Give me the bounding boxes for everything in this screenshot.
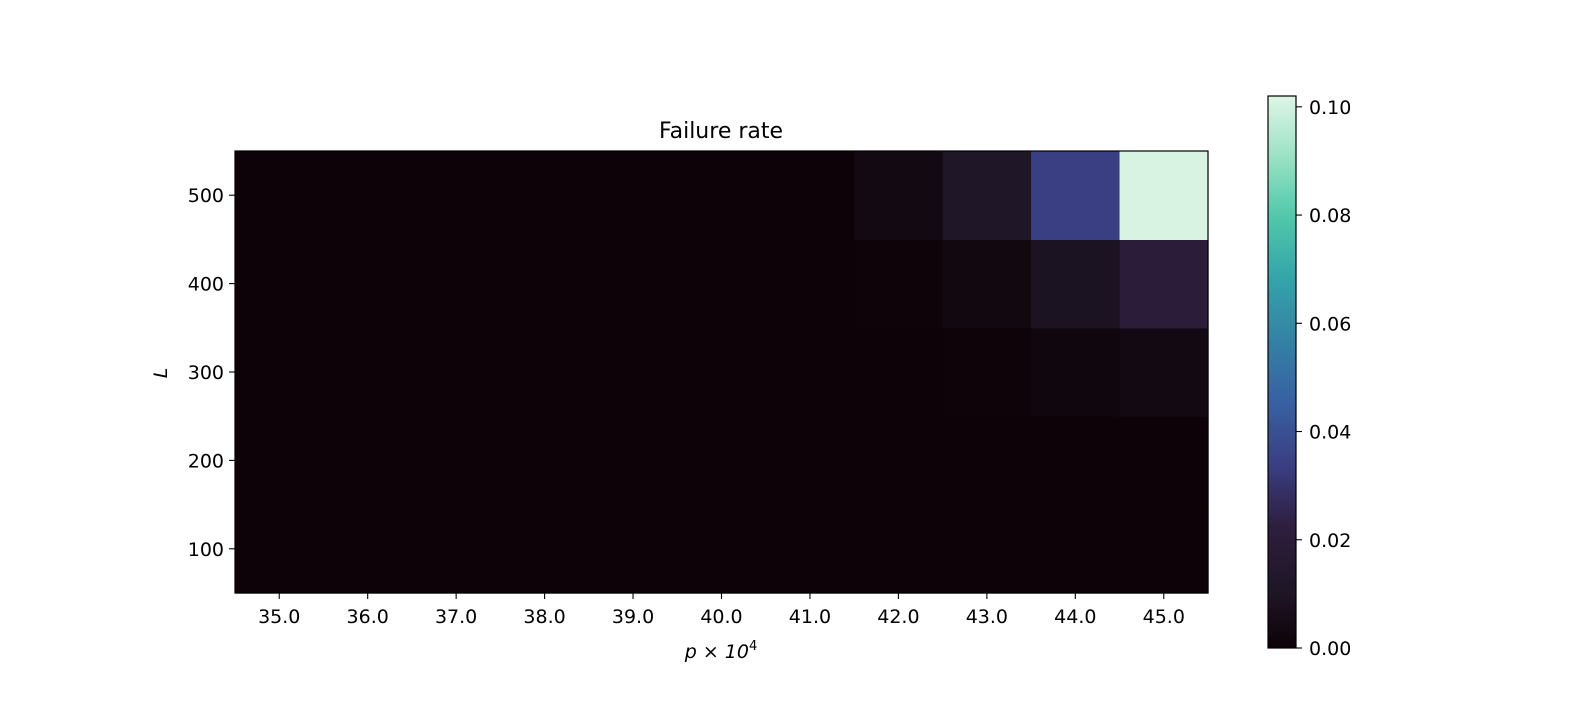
x-tick-label: 35.0	[258, 606, 300, 628]
x-tick-label: 36.0	[347, 606, 389, 628]
heatmap-cell	[942, 504, 1032, 594]
x-axis-ticks: 35.0 36.0 37.0 38.0 39.0 40.0 41.0 42.0 43.0 44.0…	[258, 593, 1185, 628]
chart-title: Failure rate	[659, 119, 783, 144]
heatmap-cell	[411, 504, 501, 594]
x-tick-label: 39.0	[612, 606, 654, 628]
heatmap-cell	[677, 504, 767, 594]
heatmap-cell	[588, 504, 678, 594]
colorbar-tick-label: 0.06	[1309, 313, 1351, 335]
heatmap-cell	[500, 151, 590, 240]
heatmap-cell	[1031, 504, 1121, 594]
heatmap-cells	[235, 151, 1209, 594]
x-tick-label: 43.0	[966, 606, 1008, 628]
heatmap-cell	[1031, 327, 1121, 417]
heatmap-cell	[411, 151, 501, 240]
heatmap-cell	[1119, 504, 1209, 594]
heatmap-cell	[500, 416, 590, 506]
colorbar-tick-label: 0.04	[1309, 422, 1351, 444]
colorbar-tick-label: 0.10	[1309, 97, 1351, 119]
heatmap-cell	[942, 151, 1032, 240]
x-axis-label-base: p × 10	[684, 641, 749, 663]
heatmap-cell	[1031, 416, 1121, 506]
heatmap-cell	[323, 327, 413, 417]
y-axis-ticks: 100 200 300 400 500	[188, 185, 235, 561]
heatmap-cell	[677, 151, 767, 240]
x-tick-label: 38.0	[523, 606, 565, 628]
heatmap-cell	[1119, 327, 1209, 417]
heatmap-cell	[1119, 416, 1209, 506]
heatmap-cell	[854, 416, 944, 506]
heatmap-cell	[235, 239, 325, 329]
heatmap-cell	[1031, 151, 1121, 240]
heatmap-cell	[942, 239, 1032, 329]
heatmap-cell	[765, 327, 855, 417]
y-tick-label: 200	[188, 450, 224, 472]
colorbar-tick-label: 0.08	[1309, 205, 1351, 227]
heatmap-cell	[854, 151, 944, 240]
heatmap-cell	[765, 239, 855, 329]
x-tick-label: 45.0	[1143, 606, 1185, 628]
heatmap-cell	[677, 239, 767, 329]
heatmap-cell	[765, 151, 855, 240]
x-tick-label: 41.0	[789, 606, 831, 628]
heatmap-cell	[765, 416, 855, 506]
heatmap-cell	[854, 327, 944, 417]
heatmap-cell	[323, 504, 413, 594]
heatmap-cell	[235, 504, 325, 594]
colorbar-tick-label: 0.00	[1309, 638, 1351, 660]
heatmap-cell	[1119, 239, 1209, 329]
heatmap-cell	[411, 416, 501, 506]
heatmap-cell	[854, 239, 944, 329]
heatmap-cell	[235, 151, 325, 240]
heatmap-cell	[500, 504, 590, 594]
x-tick-label: 37.0	[435, 606, 477, 628]
heatmap-cell	[1119, 151, 1209, 240]
heatmap-cell	[1031, 239, 1121, 329]
heatmap-cell	[323, 416, 413, 506]
x-axis-label: p × 104	[684, 639, 758, 663]
heatmap-cell	[677, 327, 767, 417]
heatmap-cell	[411, 327, 501, 417]
heatmap-cell	[588, 416, 678, 506]
x-tick-label: 42.0	[877, 606, 919, 628]
y-tick-label: 400	[188, 274, 224, 296]
heatmap-cell	[500, 327, 590, 417]
heatmap-cell	[323, 239, 413, 329]
heatmap-cell	[942, 327, 1032, 417]
heatmap-cell	[235, 327, 325, 417]
y-tick-label: 300	[188, 362, 224, 384]
heatmap-cell	[854, 504, 944, 594]
colorbar-ticks: 0.00 0.02 0.04 0.06 0.08 0.10	[1296, 97, 1351, 660]
heatmap-cell	[942, 416, 1032, 506]
heatmap-cell	[235, 416, 325, 506]
x-tick-label: 44.0	[1054, 606, 1096, 628]
heatmap-cell	[588, 239, 678, 329]
heatmap-cell	[677, 416, 767, 506]
heatmap-cell	[323, 151, 413, 240]
colorbar	[1267, 95, 1297, 649]
heatmap-cell	[588, 151, 678, 240]
heatmap-cell	[411, 239, 501, 329]
heatmap-cell	[500, 239, 590, 329]
heatmap-cell	[588, 327, 678, 417]
y-axis-label: L	[150, 368, 172, 379]
x-tick-label: 40.0	[700, 606, 742, 628]
heatmap-cell	[765, 504, 855, 594]
x-axis-label-exponent: 4	[749, 639, 757, 654]
y-tick-label: 500	[188, 185, 224, 207]
y-tick-label: 100	[188, 539, 224, 561]
colorbar-tick-label: 0.02	[1309, 530, 1351, 552]
